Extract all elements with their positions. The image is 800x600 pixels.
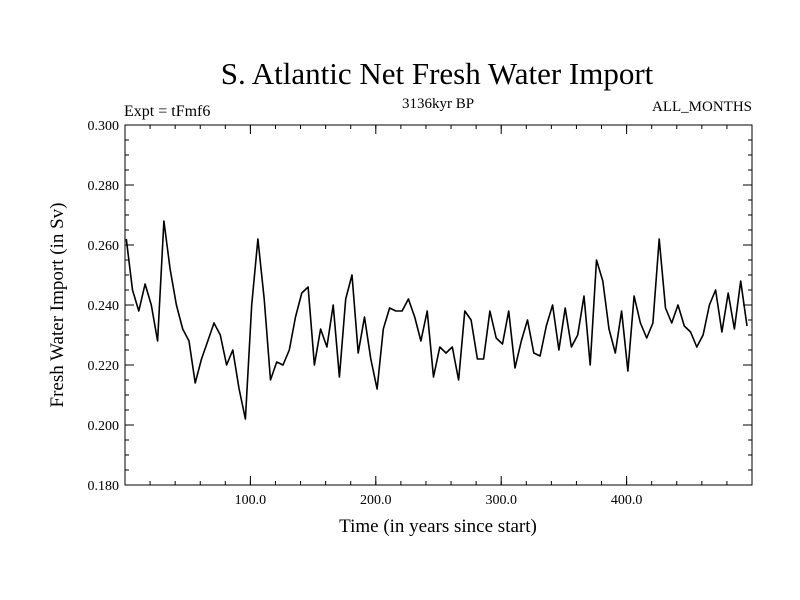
experiment-label: Expt = tFmf6 [124,103,210,120]
plot-frame [124,124,753,486]
y-tick-label: 0.280 [88,179,120,194]
y-tick-label: 0.240 [88,299,120,314]
y-axis-label: Fresh Water Import (in Sv) [47,203,68,408]
y-axis: 0.180 0.200 0.220 0.240 0.260 0.280 0.300 [88,119,752,494]
y-tick-label: 0.220 [88,359,120,374]
period-label: 3136kyr BP [402,96,474,112]
x-axis: 100.0 200.0 300.0 400.0 [124,125,753,508]
x-tick-label: 400.0 [611,493,643,508]
x-tick-label: 300.0 [485,493,517,508]
x-tick-label: 100.0 [235,493,267,508]
months-label: ALL_MONTHS [652,99,752,115]
y-tick-label: 0.200 [88,419,120,434]
chart-title: S. Atlantic Net Fresh Water Import [221,56,654,91]
y-tick-label: 0.180 [88,479,120,494]
x-axis-label: Time (in years since start) [339,516,537,537]
y-tick-label: 0.260 [88,239,120,254]
y-tick-label: 0.300 [88,119,120,134]
x-tick-label: 200.0 [360,493,392,508]
data-series-line [125,220,748,420]
